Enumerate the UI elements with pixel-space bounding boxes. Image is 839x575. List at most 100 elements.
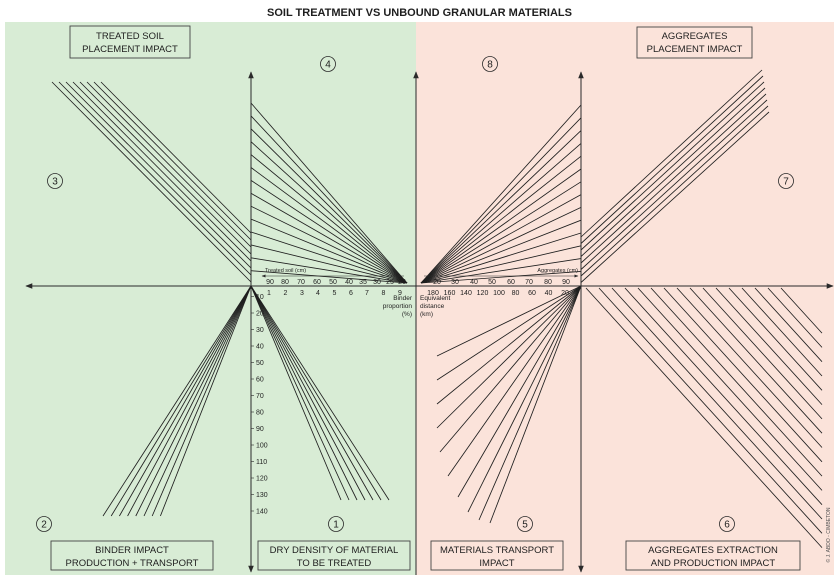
equivalent-distance-label-line: Equivalent bbox=[420, 295, 451, 302]
box-label: TREATED SOIL bbox=[96, 31, 164, 42]
materials-transport-line bbox=[467, 285, 582, 513]
materials-transport-line bbox=[436, 285, 582, 405]
treated-soil-panel bbox=[5, 22, 416, 575]
dry-density-tick-label: 20 bbox=[256, 311, 264, 318]
treated-soil-placement-line bbox=[58, 81, 252, 276]
binder-impact-line bbox=[119, 285, 252, 517]
aggregates-thickness-line bbox=[420, 117, 582, 284]
box-label: PRODUCTION + TRANSPORT bbox=[66, 558, 199, 569]
binder-proportion-tick-label: 1 bbox=[267, 290, 271, 297]
binder-proportion-tick-label: 3 bbox=[300, 290, 304, 297]
treated-soil-tick-label: 80 bbox=[281, 279, 289, 286]
aggregates-extraction-line bbox=[598, 287, 823, 534]
aggregates-extraction-line bbox=[754, 287, 823, 362]
box-label: IMPACT bbox=[479, 558, 514, 569]
quadrant-circle bbox=[328, 516, 344, 532]
aggregates-extraction-line bbox=[663, 287, 823, 463]
aggregates-tick-label: 70 bbox=[525, 279, 533, 286]
quadrant-number: 5 bbox=[522, 520, 528, 531]
copyright-credit: © J. ABDO - CIMBETON bbox=[825, 507, 832, 562]
dry-density-tick-label: 140 bbox=[256, 509, 268, 516]
equivalent-distance-label: Equivalent distance (km) bbox=[420, 295, 451, 318]
treated-soil-placement-line bbox=[65, 81, 252, 269]
aggregates-placement-line bbox=[580, 81, 765, 251]
dry-density-tick-label: 70 bbox=[256, 393, 264, 400]
treated-soil-thickness-line bbox=[250, 128, 408, 284]
aggregates-extraction-line bbox=[624, 287, 823, 505]
quadrant-number: 2 bbox=[41, 520, 47, 531]
aggregates-extraction-line bbox=[676, 287, 823, 448]
quadrant-marker-2: 2 bbox=[36, 516, 52, 532]
quadrant-marker-4: 4 bbox=[320, 56, 336, 72]
binder-impact-line bbox=[110, 285, 252, 517]
quadrant-marker-3: 3 bbox=[47, 173, 63, 189]
treated-soil-thickness-line bbox=[250, 270, 408, 284]
quadrant-marker-1: 1 bbox=[328, 516, 344, 532]
treated-soil-placement-line bbox=[72, 81, 252, 262]
aggregates-tick-label: 20 bbox=[433, 279, 441, 286]
treated-soil-tick-label: 90 bbox=[266, 279, 274, 286]
quadrant-circle bbox=[517, 516, 533, 532]
scale-tick-labels: 90 80 70 60 50 40 35 30 25 20 1 2 3 4 5 6 7 8 9 20 30 40 50 60 7… bbox=[251, 279, 570, 516]
aggregates-extraction-line bbox=[728, 287, 823, 391]
treated-soil-placement-line bbox=[100, 81, 252, 234]
quadrant-marker-6: 6 bbox=[719, 516, 735, 532]
aggregates-extraction-line bbox=[767, 287, 823, 348]
treated-soil-tick-label: 50 bbox=[329, 279, 337, 286]
aggregates-tick-label: 60 bbox=[507, 279, 515, 286]
aggregates-thickness-line bbox=[420, 168, 582, 284]
quadrant-number: 6 bbox=[724, 520, 730, 531]
dry-density-line bbox=[250, 285, 390, 501]
aggregates-placement-line bbox=[580, 111, 770, 283]
aggregates-tick-label: 80 bbox=[544, 279, 552, 286]
box-materials-transport: MATERIALS TRANSPORT IMPACT bbox=[430, 540, 564, 571]
equivalent-distance-tick-label: 40 bbox=[545, 290, 553, 297]
quadrant-circle bbox=[320, 56, 336, 72]
equivalent-distance-tick-label: 140 bbox=[460, 290, 472, 297]
materials-transport-line bbox=[457, 285, 582, 498]
box-aggregates-placement: AGGREGATES PLACEMENT IMPACT bbox=[636, 26, 753, 59]
quadrant-number: 4 bbox=[325, 60, 331, 71]
box-treated-soil-placement: TREATED SOIL PLACEMENT IMPACT bbox=[69, 25, 191, 59]
treated-soil-placement-line bbox=[79, 81, 252, 255]
materials-transport-line bbox=[447, 285, 582, 477]
materials-transport-line bbox=[489, 285, 582, 524]
treated-soil-thickness-line bbox=[250, 257, 408, 284]
aggregates-thickness-line bbox=[420, 130, 582, 284]
treated-soil-thickness-line bbox=[250, 218, 408, 284]
treated-soil-tick-label: 30 bbox=[373, 279, 381, 286]
treated-soil-tick-label: 60 bbox=[313, 279, 321, 286]
box-frame bbox=[50, 540, 214, 571]
dry-density-line bbox=[250, 285, 382, 501]
quadrant-number: 7 bbox=[783, 177, 789, 188]
treated-soil-thickness-line bbox=[250, 205, 408, 284]
quadrant-marker-8: 8 bbox=[482, 56, 498, 72]
box-frame bbox=[636, 26, 753, 59]
aggregates-extraction-line bbox=[702, 287, 823, 420]
treated-soil-placement-line bbox=[86, 81, 252, 248]
box-label: AGGREGATES bbox=[662, 31, 728, 42]
dry-density-tick-label: 120 bbox=[256, 476, 268, 483]
equivalent-distance-label-line: (km) bbox=[420, 311, 433, 318]
aggregates-thickness-line bbox=[420, 245, 582, 284]
aggregates-scale-caption: Aggregates (cm) bbox=[537, 268, 578, 274]
treated-soil-thickness-line bbox=[250, 180, 408, 284]
aggregates-thickness-line bbox=[420, 143, 582, 284]
aggregates-thickness-line bbox=[420, 207, 582, 284]
treated-soil-thickness-line bbox=[250, 102, 408, 284]
dry-density-line bbox=[250, 285, 374, 501]
treated-soil-thickness-line bbox=[250, 244, 408, 284]
treated-soil-tick-label: 25 bbox=[386, 279, 394, 286]
binder-proportion-label-line: (%) bbox=[402, 311, 412, 318]
equivalent-distance-tick-label: 120 bbox=[477, 290, 489, 297]
materials-transport-line bbox=[436, 285, 582, 357]
box-label: BINDER IMPACT bbox=[95, 545, 169, 556]
diagram-title: SOIL TREATMENT VS UNBOUND GRANULAR MATER… bbox=[267, 7, 572, 19]
aggregates-thickness-line bbox=[420, 270, 582, 284]
binder-impact-line bbox=[160, 285, 252, 517]
dry-density-tick-label: 110 bbox=[256, 459, 267, 466]
aggregates-thickness-line bbox=[420, 155, 582, 284]
materials-transport-line bbox=[436, 285, 582, 429]
quadrant-number: 8 bbox=[487, 60, 493, 71]
treated-soil-thickness-line bbox=[250, 115, 408, 284]
